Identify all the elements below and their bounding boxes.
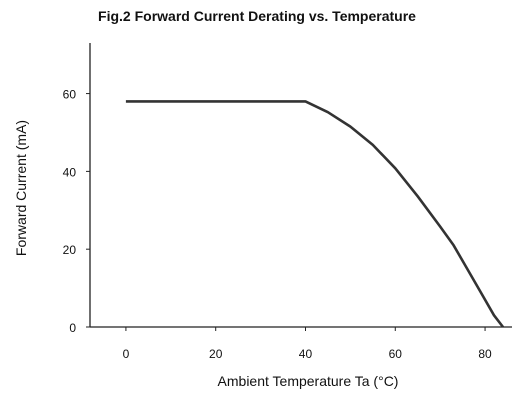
- ticks: 0 20 40 60 80 0 20 40 60: [63, 88, 492, 361]
- x-tick-label: 20: [209, 347, 223, 361]
- derating-curve: [125, 100, 505, 328]
- y-tick-label: 60: [63, 88, 77, 102]
- x-tick-label: 40: [299, 347, 313, 361]
- x-tick-label: 60: [389, 347, 403, 361]
- y-tick-label: 40: [63, 165, 77, 179]
- x-axis-label: Ambient Temperature Ta (°C): [218, 373, 399, 389]
- y-axis-label: Forward Current (mA): [13, 120, 29, 256]
- y-tick-label: 20: [63, 243, 77, 257]
- axes: [89, 43, 512, 328]
- x-tick-label: 80: [478, 347, 492, 361]
- series: [125, 100, 505, 328]
- y-tick-label: 0: [69, 321, 76, 335]
- x-tick-label: 0: [123, 347, 130, 361]
- chart-title: Fig.2 Forward Current Derating vs. Tempe…: [98, 8, 416, 24]
